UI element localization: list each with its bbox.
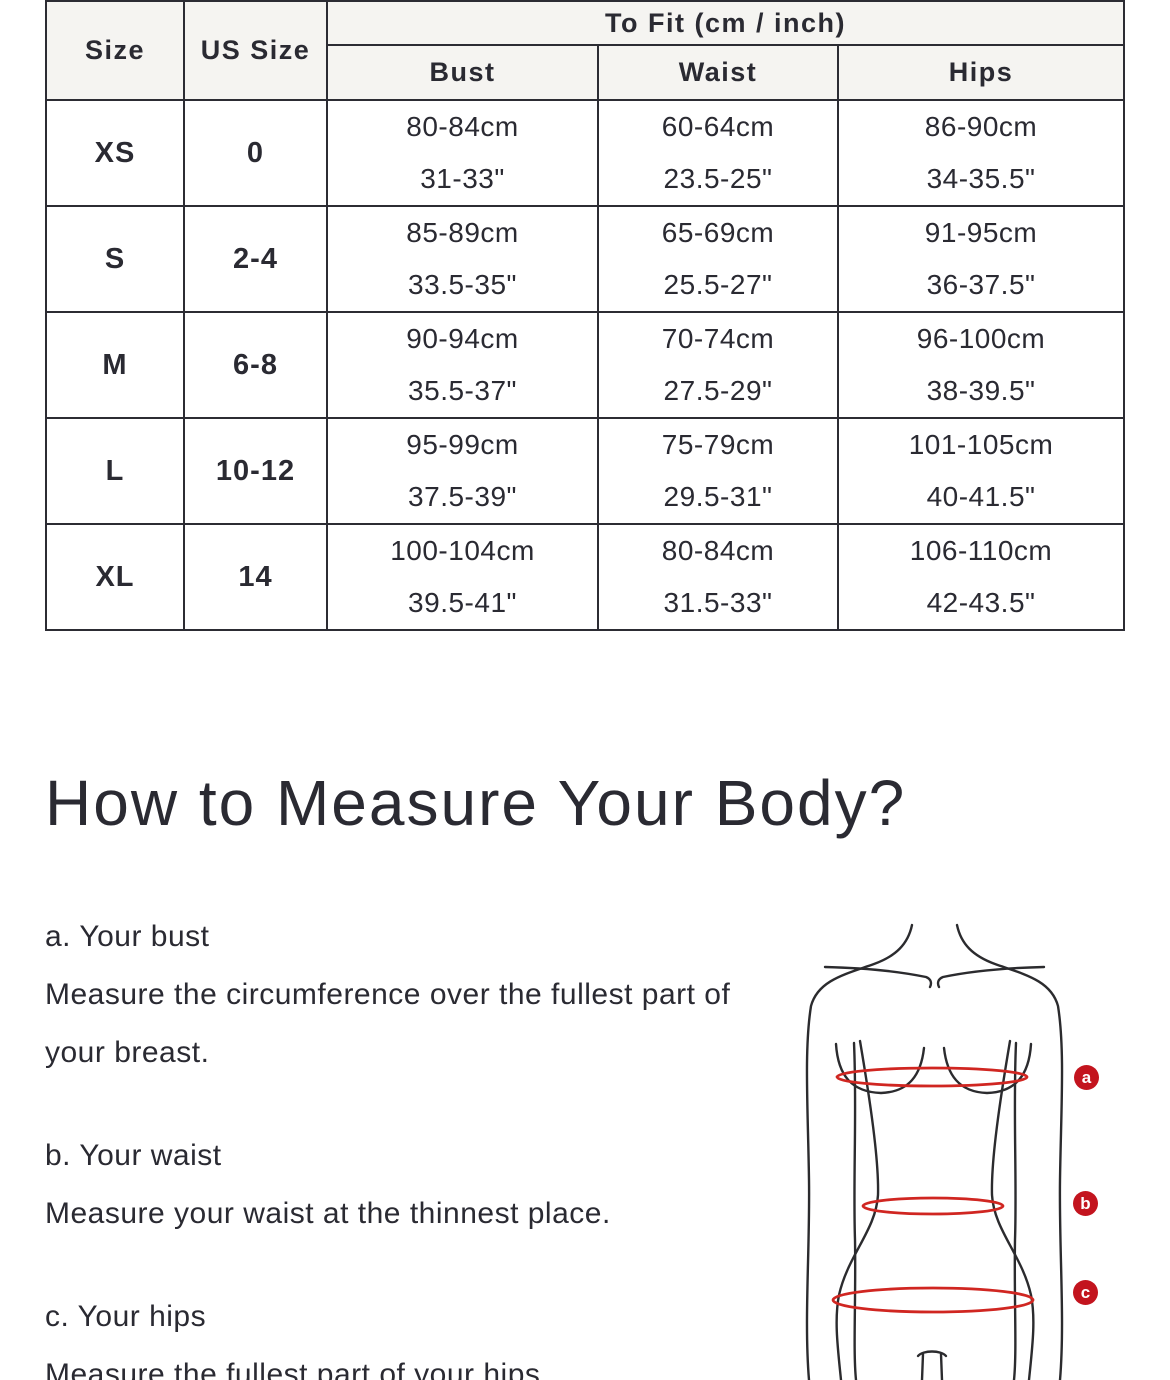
hips-cm: 96-100cm [916, 323, 1046, 354]
step-waist: b. Your waist Measure your waist at the … [45, 1127, 745, 1243]
hips-cell: 106-110cm 42-43.5" [836, 523, 1126, 631]
bust-cell: 80-84cm 31-33" [326, 99, 599, 207]
bust-measure-line [835, 1066, 1029, 1088]
hips-cm: 101-105cm [908, 429, 1054, 460]
size-cell: S [45, 205, 185, 313]
step-label: b. Your waist [45, 1139, 222, 1172]
measure-lines [831, 1066, 1035, 1314]
table-row: XL 14 100-104cm 39.5-41" 80-84cm 31.5-33" … [45, 523, 1126, 631]
waist-cm: 75-79cm [661, 429, 775, 460]
to-fit-group-header: To Fit (cm / inch) [325, 0, 1126, 46]
size-chart-table: Size US Size To Fit (cm / inch) Bust Wai… [45, 0, 1126, 631]
step-label: c. Your hips [45, 1300, 207, 1333]
waist-column-header: Waist [597, 44, 839, 101]
hips-cm: 86-90cm [924, 111, 1038, 142]
waist-inch: 27.5-29" [663, 375, 773, 406]
waist-cell: 80-84cm 31.5-33" [597, 523, 839, 631]
us-size-cell: 14 [183, 523, 328, 631]
waist-inch: 23.5-25" [663, 163, 773, 194]
us-size-cell: 10-12 [183, 417, 328, 525]
bust-inch: 35.5-37" [408, 375, 517, 406]
section-title: How to Measure Your Body? [45, 767, 907, 839]
waist-cm: 80-84cm [661, 535, 775, 566]
bust-inch: 39.5-41" [408, 587, 517, 618]
hips-cell: 91-95cm 36-37.5" [836, 205, 1126, 313]
bust-inch: 37.5-39" [408, 481, 517, 512]
hips-cm: 91-95cm [924, 217, 1038, 248]
step-text: Measure the circumference over the fulle… [45, 978, 731, 1069]
table-row: L 10-12 95-99cm 37.5-39" 75-79cm 29.5-31" … [45, 417, 1126, 525]
size-cell: M [45, 311, 185, 419]
waist-measure-line [861, 1196, 1005, 1216]
table-row: XS 0 80-84cm 31-33" 60-64cm 23.5-25" 86-90… [45, 99, 1126, 207]
hips-column-header: Hips [836, 44, 1126, 101]
waist-cm: 70-74cm [661, 323, 775, 354]
step-text: Measure your waist at the thinnest place… [45, 1197, 611, 1230]
table-header-row: Size US Size To Fit (cm / inch) [45, 0, 1126, 101]
hips-inch: 36-37.5" [926, 269, 1036, 300]
step-label: a. Your bust [45, 920, 210, 953]
waist-inch: 25.5-27" [663, 269, 773, 300]
waist-cm: 65-69cm [661, 217, 775, 248]
hips-inch: 40-41.5" [926, 481, 1036, 512]
bust-cell: 90-94cm 35.5-37" [326, 311, 599, 419]
badge-b: b [1073, 1191, 1098, 1216]
us-size-column-header: US Size [183, 0, 328, 101]
step-hips: c. Your hips Measure the fullest part of… [45, 1288, 745, 1380]
waist-cm: 60-64cm [661, 111, 775, 142]
hips-cell: 96-100cm 38-39.5" [836, 311, 1126, 419]
body-figure-illustration [805, 923, 1064, 1380]
size-column-header: Size [45, 0, 185, 101]
bust-cell: 95-99cm 37.5-39" [326, 417, 599, 525]
measure-steps: a. Your bust Measure the circumference o… [45, 908, 745, 1380]
bust-cell: 85-89cm 33.5-35" [326, 205, 599, 313]
hips-inch: 38-39.5" [926, 375, 1036, 406]
us-size-cell: 0 [183, 99, 328, 207]
hips-inch: 34-35.5" [926, 163, 1036, 194]
body-figure: a b c [780, 900, 1170, 1380]
hips-cell: 86-90cm 34-35.5" [836, 99, 1126, 207]
bust-inch: 33.5-35" [408, 269, 517, 300]
size-cell: L [45, 417, 185, 525]
bust-cm: 90-94cm [406, 323, 519, 354]
size-cell: XS [45, 99, 185, 207]
waist-inch: 29.5-31" [663, 481, 773, 512]
waist-cell: 65-69cm 25.5-27" [597, 205, 839, 313]
hips-measure-line [831, 1286, 1035, 1314]
bust-cm: 80-84cm [406, 111, 519, 142]
us-size-cell: 6-8 [183, 311, 328, 419]
badge-a: a [1074, 1065, 1099, 1090]
table-subheader-row: Bust Waist Hips [46, 44, 1126, 101]
waist-inch: 31.5-33" [663, 587, 773, 618]
table-row: S 2-4 85-89cm 33.5-35" 65-69cm 25.5-27" 91… [45, 205, 1126, 313]
badge-c: c [1073, 1280, 1098, 1305]
bust-cell: 100-104cm 39.5-41" [326, 523, 599, 631]
bust-cm: 100-104cm [390, 535, 535, 566]
hips-cm: 106-110cm [909, 535, 1053, 566]
step-bust: a. Your bust Measure the circumference o… [45, 908, 745, 1082]
us-size-cell: 2-4 [183, 205, 328, 313]
bust-inch: 31-33" [420, 163, 505, 194]
size-cell: XL [45, 523, 185, 631]
bust-column-header: Bust [326, 44, 599, 101]
body-outline [805, 923, 1064, 1380]
hips-inch: 42-43.5" [926, 587, 1036, 618]
hips-cell: 101-105cm 40-41.5" [836, 417, 1126, 525]
waist-cell: 75-79cm 29.5-31" [597, 417, 839, 525]
bust-cm: 95-99cm [406, 429, 519, 460]
table-row: M 6-8 90-94cm 35.5-37" 70-74cm 27.5-29" 96… [45, 311, 1126, 419]
waist-cell: 70-74cm 27.5-29" [597, 311, 839, 419]
waist-cell: 60-64cm 23.5-25" [597, 99, 839, 207]
step-text: Measure the fullest part of your hips. [45, 1358, 550, 1380]
bust-cm: 85-89cm [406, 217, 519, 248]
